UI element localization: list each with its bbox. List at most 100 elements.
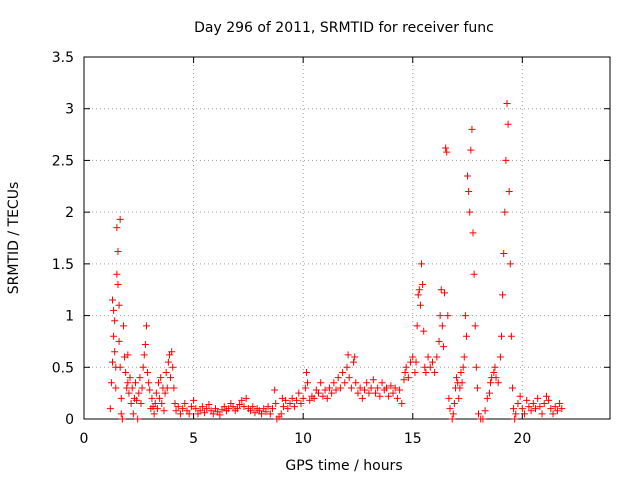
data-point xyxy=(304,379,312,387)
data-point xyxy=(437,286,445,294)
data-point xyxy=(521,410,529,418)
data-point xyxy=(282,396,290,404)
data-point xyxy=(510,405,518,413)
data-point xyxy=(185,410,193,418)
data-point xyxy=(491,363,499,371)
data-point xyxy=(499,291,507,299)
data-point xyxy=(426,363,434,371)
data-point xyxy=(170,384,178,392)
data-point xyxy=(209,410,217,418)
data-point xyxy=(404,374,412,382)
data-point xyxy=(456,384,464,392)
data-point xyxy=(299,394,307,402)
data-point xyxy=(459,363,467,371)
data-point xyxy=(315,389,323,397)
data-point xyxy=(216,411,224,419)
data-point xyxy=(236,401,244,409)
data-point xyxy=(351,353,359,361)
data-point xyxy=(201,409,209,417)
data-point xyxy=(391,384,399,392)
chart-title: Day 296 of 2011, SRMTID for receiver fun… xyxy=(194,20,494,36)
data-point xyxy=(376,392,384,400)
data-point xyxy=(148,394,156,402)
data-point xyxy=(145,379,153,387)
data-point xyxy=(133,396,141,404)
data-point xyxy=(330,379,338,387)
data-point xyxy=(113,224,121,232)
data-point xyxy=(284,405,292,413)
data-point xyxy=(450,399,458,407)
data-point xyxy=(472,363,480,371)
data-point xyxy=(416,301,424,309)
data-point xyxy=(534,394,542,402)
data-point xyxy=(501,208,509,216)
data-point xyxy=(107,379,115,387)
data-point xyxy=(288,394,296,402)
data-point xyxy=(442,144,450,152)
data-point xyxy=(134,415,142,423)
data-point xyxy=(118,415,126,423)
data-point xyxy=(445,394,453,402)
data-point xyxy=(162,368,170,376)
data-point xyxy=(167,374,175,382)
data-point xyxy=(371,389,379,397)
data-point xyxy=(146,386,154,394)
data-point xyxy=(446,405,454,413)
data-point xyxy=(527,407,535,415)
data-point xyxy=(156,394,164,402)
y-tick-label: 0 xyxy=(65,412,74,428)
data-point xyxy=(453,374,461,382)
data-point xyxy=(301,384,309,392)
data-point xyxy=(142,322,150,330)
data-point xyxy=(378,379,386,387)
data-point xyxy=(516,392,524,400)
data-point xyxy=(518,405,526,413)
data-point xyxy=(334,374,342,382)
data-point xyxy=(158,399,166,407)
data-point xyxy=(558,405,566,413)
data-point xyxy=(479,415,487,423)
y-tick-label: 2 xyxy=(65,205,74,221)
data-point xyxy=(433,353,441,361)
data-point xyxy=(271,386,279,394)
data-point xyxy=(124,351,132,359)
data-point xyxy=(157,374,165,382)
data-point xyxy=(492,374,500,382)
data-point xyxy=(483,394,491,402)
data-point xyxy=(181,399,189,407)
data-point xyxy=(169,363,177,371)
data-point xyxy=(487,379,495,387)
data-point xyxy=(140,351,148,359)
data-point xyxy=(505,187,513,195)
data-point xyxy=(126,374,134,382)
data-point xyxy=(545,396,553,404)
data-point xyxy=(496,353,504,361)
data-point xyxy=(411,368,419,376)
data-point xyxy=(229,403,237,411)
data-point xyxy=(448,415,456,423)
data-point xyxy=(106,405,114,413)
data-point xyxy=(187,403,195,411)
data-point xyxy=(344,351,352,359)
data-point xyxy=(179,405,187,413)
data-point xyxy=(114,281,122,289)
data-point xyxy=(336,384,344,392)
data-point xyxy=(113,270,121,278)
data-point xyxy=(457,368,465,376)
y-tick-label: 1 xyxy=(65,309,74,325)
y-tick-label: 3.5 xyxy=(52,50,74,66)
y-tick-label: 0.5 xyxy=(52,360,74,376)
data-point xyxy=(369,376,377,384)
data-point xyxy=(449,410,457,418)
data-point xyxy=(151,399,159,407)
data-point xyxy=(358,394,366,402)
data-point xyxy=(466,208,474,216)
data-point xyxy=(268,405,276,413)
data-point xyxy=(272,399,280,407)
data-point xyxy=(549,410,557,418)
data-point xyxy=(361,386,369,394)
data-point xyxy=(247,407,255,415)
data-point xyxy=(319,392,327,400)
data-point xyxy=(205,401,213,409)
data-point xyxy=(356,384,364,392)
